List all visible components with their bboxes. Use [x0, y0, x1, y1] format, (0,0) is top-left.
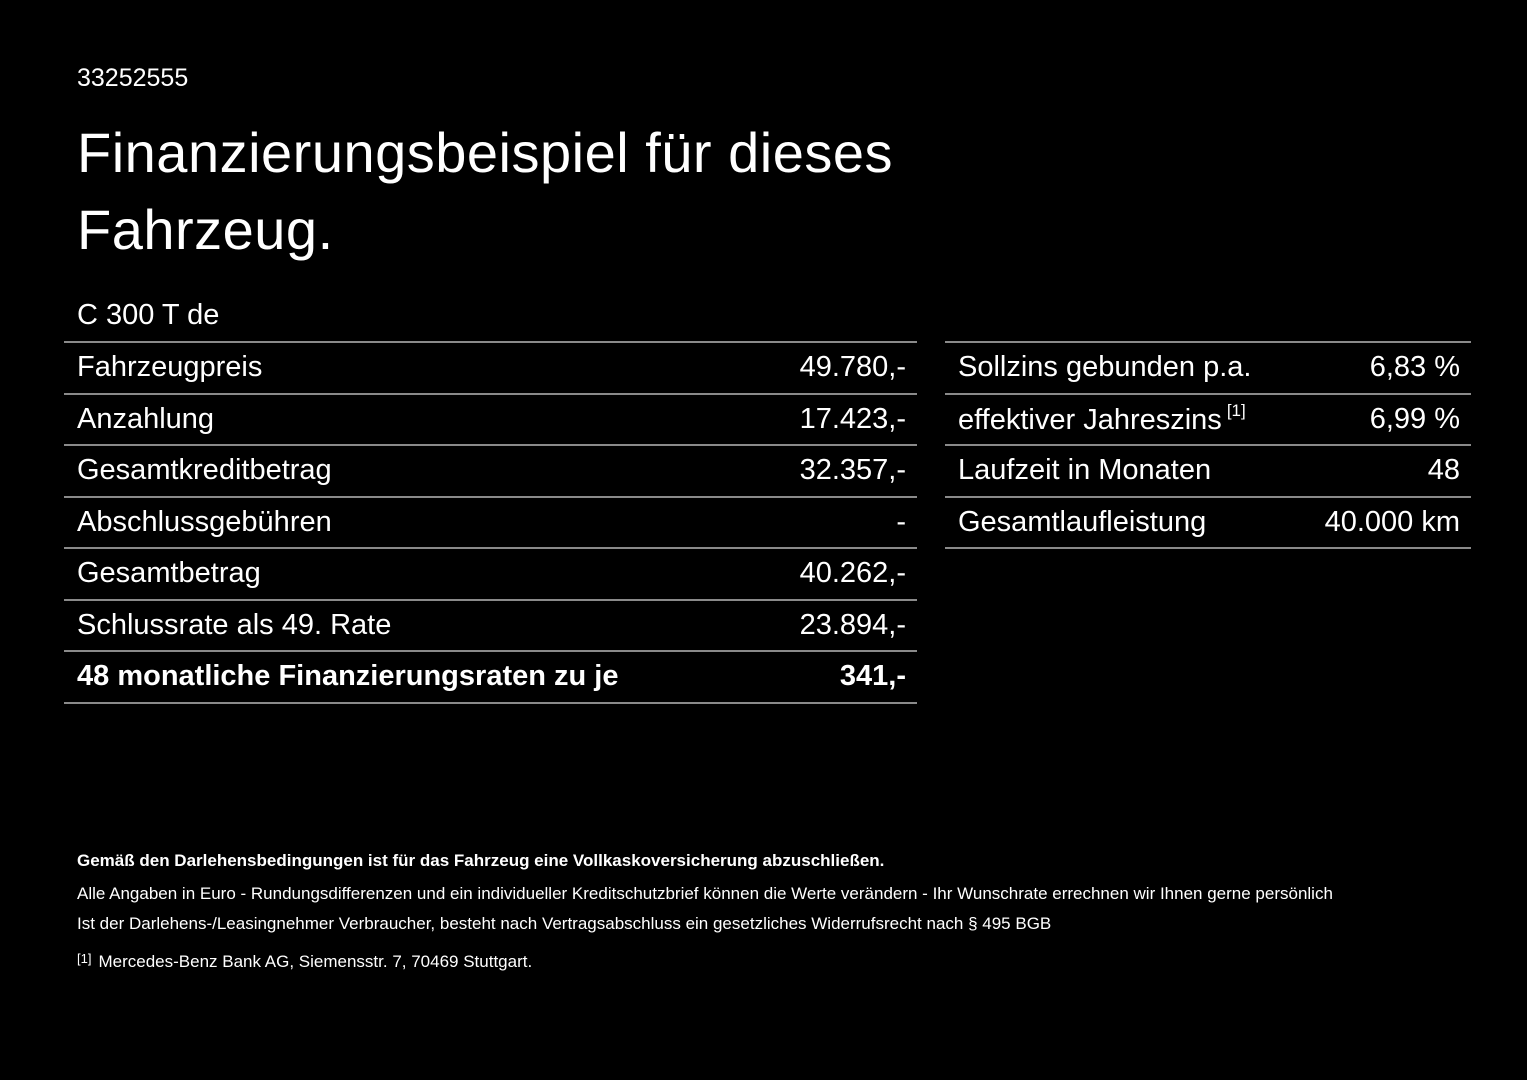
- vehicle-model-name: C 300 T de: [77, 299, 220, 331]
- row-value: 6,99 %: [1369, 402, 1460, 435]
- row-value: 23.894,-: [799, 608, 906, 641]
- withdrawal-right-note: Ist der Darlehens-/Leasingnehmer Verbrau…: [77, 914, 1052, 933]
- table-row-laufzeit: Laufzeit in Monaten 48: [945, 444, 1471, 496]
- financing-terms-table: Sollzins gebunden p.a. 6,83 % effektiver…: [945, 341, 1471, 549]
- table-row-schlussrate: Schlussrate als 49. Rate 23.894,-: [64, 598, 917, 651]
- row-value: -: [896, 505, 906, 538]
- row-value: 40.262,-: [799, 557, 906, 590]
- row-label: Anzahlung: [77, 402, 215, 435]
- table-row-anzahlung: Anzahlung 17.423,-: [64, 392, 917, 445]
- row-value: 40.000 km: [1324, 505, 1460, 538]
- row-label: Gesamtlaufleistung: [958, 505, 1207, 538]
- page-title-line-2: Fahrzeug.: [77, 198, 334, 261]
- row-label: 48 monatliche Finanzierungsraten zu je: [77, 660, 619, 693]
- row-value: 48: [1427, 454, 1460, 487]
- financing-costs-table: Fahrzeugpreis 49.780,- Anzahlung 17.423,…: [64, 341, 917, 704]
- row-value: 6,83 %: [1369, 351, 1460, 384]
- bank-reference-text: Mercedes-Benz Bank AG, Siemensstr. 7, 70…: [98, 952, 533, 971]
- row-label: Gesamtbetrag: [77, 557, 261, 590]
- footnote-1-reference: [1]: [1226, 401, 1246, 421]
- table-row-monatliche-raten: 48 monatliche Finanzierungsraten zu je 3…: [64, 650, 917, 702]
- bank-reference: [1] Mercedes-Benz Bank AG, Siemensstr. 7,…: [77, 948, 1467, 973]
- row-label: effektiver Jahreszins [1]: [958, 401, 1246, 437]
- page-title-line-1: Finanzierungsbeispiel für dieses: [77, 121, 893, 184]
- page-title: Finanzierungsbeispiel für dieses Fahrzeu…: [77, 114, 893, 268]
- row-label: Abschlussgebühren: [77, 505, 332, 538]
- table-row-fahrzeugpreis: Fahrzeugpreis 49.780,-: [64, 341, 917, 393]
- footnotes-section: Gemäß den Darlehensbedingungen ist für d…: [77, 850, 1467, 973]
- table-row-gesamtkreditbetrag: Gesamtkreditbetrag 32.357,-: [64, 444, 917, 496]
- row-label: Schlussrate als 49. Rate: [77, 608, 392, 641]
- insurance-note: Gemäß den Darlehensbedingungen ist für d…: [77, 851, 885, 870]
- footnote-1-marker: [1]: [77, 951, 92, 966]
- row-label: Sollzins gebunden p.a.: [958, 351, 1252, 384]
- row-value: 341,-: [839, 660, 906, 693]
- row-value: 49.780,-: [799, 351, 906, 384]
- row-label: Gesamtkreditbetrag: [77, 454, 332, 487]
- table-row-abschlussgebuehren: Abschlussgebühren -: [64, 495, 917, 548]
- row-value: 32.357,-: [799, 454, 906, 487]
- vehicle-offer-id: 33252555: [77, 64, 189, 92]
- table-row-gesamtbetrag: Gesamtbetrag 40.262,-: [64, 547, 917, 599]
- euro-rounding-note: Alle Angaben in Euro - Rundungsdifferenz…: [77, 884, 1333, 903]
- row-label: Laufzeit in Monaten: [958, 454, 1212, 487]
- table-row-sollzins: Sollzins gebunden p.a. 6,83 %: [945, 341, 1471, 393]
- row-value: 17.423,-: [799, 402, 906, 435]
- row-label: Fahrzeugpreis: [77, 351, 263, 384]
- table-row-effektiver-jahreszins: effektiver Jahreszins [1] 6,99 %: [945, 392, 1471, 445]
- row-label-text: effektiver Jahreszins: [958, 404, 1222, 437]
- table-row-gesamtlaufleistung: Gesamtlaufleistung 40.000 km: [945, 495, 1471, 548]
